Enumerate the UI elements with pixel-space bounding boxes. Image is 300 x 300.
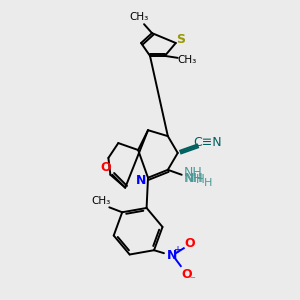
Text: NH: NH: [184, 166, 202, 179]
Text: O: O: [182, 268, 192, 281]
Text: NH: NH: [185, 172, 204, 185]
Text: N: N: [136, 174, 146, 187]
Text: S: S: [176, 32, 185, 46]
Text: CH₃: CH₃: [177, 55, 196, 65]
Text: +: +: [173, 245, 181, 255]
Text: N: N: [167, 249, 177, 262]
Text: C≡N: C≡N: [193, 136, 222, 148]
Text: H: H: [196, 173, 204, 186]
Text: O: O: [100, 161, 111, 174]
Text: CH₃: CH₃: [92, 196, 111, 206]
Text: CH₃: CH₃: [130, 12, 149, 22]
Text: NH: NH: [184, 172, 203, 185]
Text: ⁻: ⁻: [190, 275, 196, 285]
Text: H: H: [204, 178, 213, 188]
Text: O: O: [184, 237, 195, 250]
